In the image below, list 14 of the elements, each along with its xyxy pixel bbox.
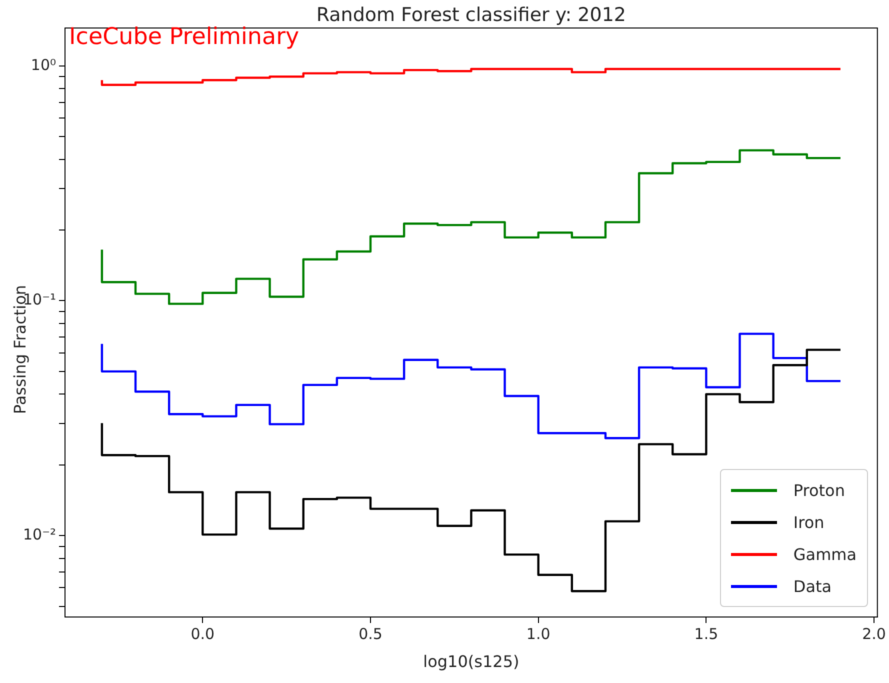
x-tick-label: 0.0 — [190, 624, 215, 643]
y-tick-label: 10⁰ — [30, 56, 56, 74]
legend-label: Gamma — [793, 544, 857, 564]
x-tick-label: 0.5 — [358, 624, 382, 643]
y-tick-label: 10⁻² — [22, 525, 56, 544]
legend-label: Proton — [793, 480, 845, 500]
annotation: IceCube Preliminary — [69, 24, 300, 50]
x-axis-title: log10(s125) — [422, 652, 520, 671]
legend-label: Data — [793, 576, 832, 596]
x-tick-label: 1.5 — [694, 624, 718, 643]
chart-title: Random Forest classifier y: 2012 — [316, 4, 626, 26]
x-tick-label: 2.0 — [862, 624, 886, 643]
legend-label: Iron — [793, 512, 824, 532]
x-tick-label: 1.0 — [526, 624, 550, 643]
